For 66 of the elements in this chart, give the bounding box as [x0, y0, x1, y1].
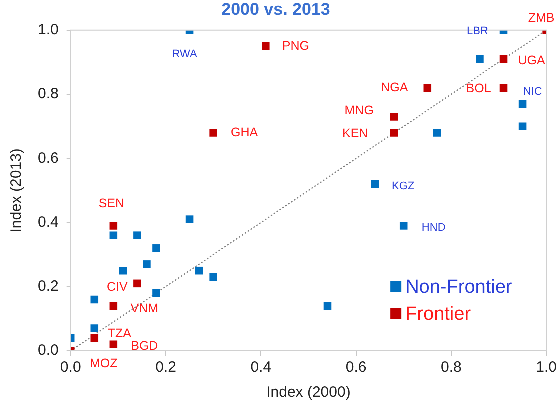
- annotation: GHA: [231, 125, 259, 140]
- annotation: MOZ: [90, 356, 118, 370]
- x-tick-label: 0.8: [441, 359, 462, 376]
- point: [119, 266, 128, 275]
- x-tick-label: 0.0: [60, 359, 82, 376]
- x-tick-label: 0.2: [156, 359, 176, 376]
- point: [134, 232, 142, 240]
- annotation: SEN: [98, 196, 125, 210]
- annotation: VNM: [130, 302, 159, 316]
- annotation: NIC: [523, 86, 542, 98]
- annotation: RWA: [172, 48, 198, 60]
- annotation: BOL: [466, 82, 492, 96]
- point: [210, 273, 218, 282]
- point: [433, 129, 442, 137]
- y-axis-title: Index (2013): [8, 148, 26, 233]
- annotation: TZA: [108, 326, 132, 341]
- y-tick-label: 0.6: [38, 150, 59, 167]
- point: [152, 289, 160, 298]
- annotation: MNG: [344, 103, 374, 118]
- annotation: PNG: [282, 38, 310, 53]
- annotation: ZMB: [528, 10, 555, 25]
- point: [390, 129, 398, 137]
- chart-title: 2000 vs. 2013: [222, 0, 330, 19]
- point: [110, 340, 118, 348]
- point: [186, 216, 194, 224]
- point: [390, 113, 398, 121]
- point: [500, 55, 508, 64]
- x-tick-label: 1.0: [536, 359, 558, 376]
- point: [500, 84, 508, 92]
- point: [90, 296, 99, 304]
- point: [90, 324, 99, 332]
- x-tick-label: 0.4: [250, 359, 272, 376]
- point: [152, 244, 160, 252]
- point: [110, 222, 118, 230]
- point: [324, 302, 332, 310]
- legend-label: Frontier: [406, 304, 472, 326]
- y-tick-label: 0.4: [38, 214, 59, 231]
- point: [518, 122, 527, 130]
- point: [424, 84, 432, 92]
- x-axis-title: Index (2000): [266, 384, 351, 402]
- point: [262, 42, 270, 50]
- point: [110, 302, 118, 310]
- point: [400, 222, 408, 230]
- annotation: HND: [422, 222, 446, 234]
- annotation: KEN: [342, 126, 368, 140]
- y-tick-label: 1.0: [38, 22, 59, 39]
- point: [134, 280, 142, 288]
- point: [143, 260, 151, 268]
- annotation: UGA: [518, 54, 546, 68]
- annotation: KGZ: [392, 180, 415, 192]
- annotation: CIV: [107, 280, 129, 294]
- point: [210, 129, 218, 137]
- point: [110, 232, 118, 240]
- y-tick-label: 0.2: [38, 278, 59, 296]
- point: [476, 55, 484, 64]
- annotation: LBR: [467, 25, 489, 38]
- point: [371, 180, 380, 188]
- x-tick-label: 0.6: [346, 359, 367, 376]
- y-tick-label: 0.0: [38, 342, 59, 360]
- legend-label: Non-Frontier: [406, 277, 513, 298]
- y-tick-label: 0.8: [38, 86, 59, 103]
- point: [518, 100, 527, 108]
- annotation: NGA: [381, 80, 409, 95]
- point: [90, 334, 99, 342]
- point: [195, 266, 204, 275]
- annotation: BGD: [131, 339, 158, 354]
